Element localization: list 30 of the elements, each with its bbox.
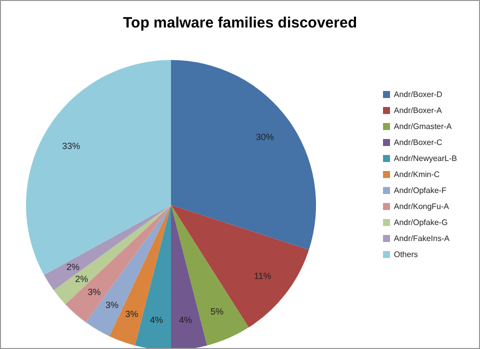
data-label: 4% — [150, 315, 163, 326]
legend-label: Andr/Boxer-A — [394, 106, 442, 114]
legend-label: Andr/Boxer-D — [394, 90, 442, 98]
pie-slice — [171, 205, 249, 346]
legend-label: Andr/Opfake-G — [394, 218, 448, 226]
legend-label: Andr/NewyearL-B — [394, 154, 457, 162]
data-label: 5% — [210, 306, 224, 316]
pie-slice — [26, 60, 171, 275]
legend-label: Andr/FakeIns-A — [394, 234, 450, 242]
data-label: 33% — [62, 140, 80, 151]
legend-label: Others — [394, 250, 418, 258]
legend-label: Andr/Opfake-F — [394, 186, 446, 194]
legend-label: Andr/Boxer-C — [394, 138, 442, 146]
data-label: 3% — [88, 287, 101, 298]
legend-label: Andr/Gmaster-A — [394, 122, 452, 130]
pie-slice — [171, 205, 309, 328]
data-label: 3% — [125, 309, 138, 320]
legend-label: Andr/Kmin-C — [394, 170, 440, 178]
pie-slice — [65, 205, 171, 322]
legend-label: Andr/KongFu-A — [394, 202, 449, 210]
data-label: 4% — [179, 315, 192, 326]
pie-slice — [44, 205, 171, 290]
pie-slice — [171, 60, 316, 250]
data-label: 2% — [75, 274, 88, 284]
data-label: 30% — [256, 132, 274, 142]
data-label: 3% — [105, 300, 118, 310]
data-label: 2% — [66, 262, 80, 272]
data-label: 11% — [254, 271, 272, 282]
pie-slice — [171, 205, 208, 348]
chart-title: Top malware families discovered — [123, 14, 357, 32]
